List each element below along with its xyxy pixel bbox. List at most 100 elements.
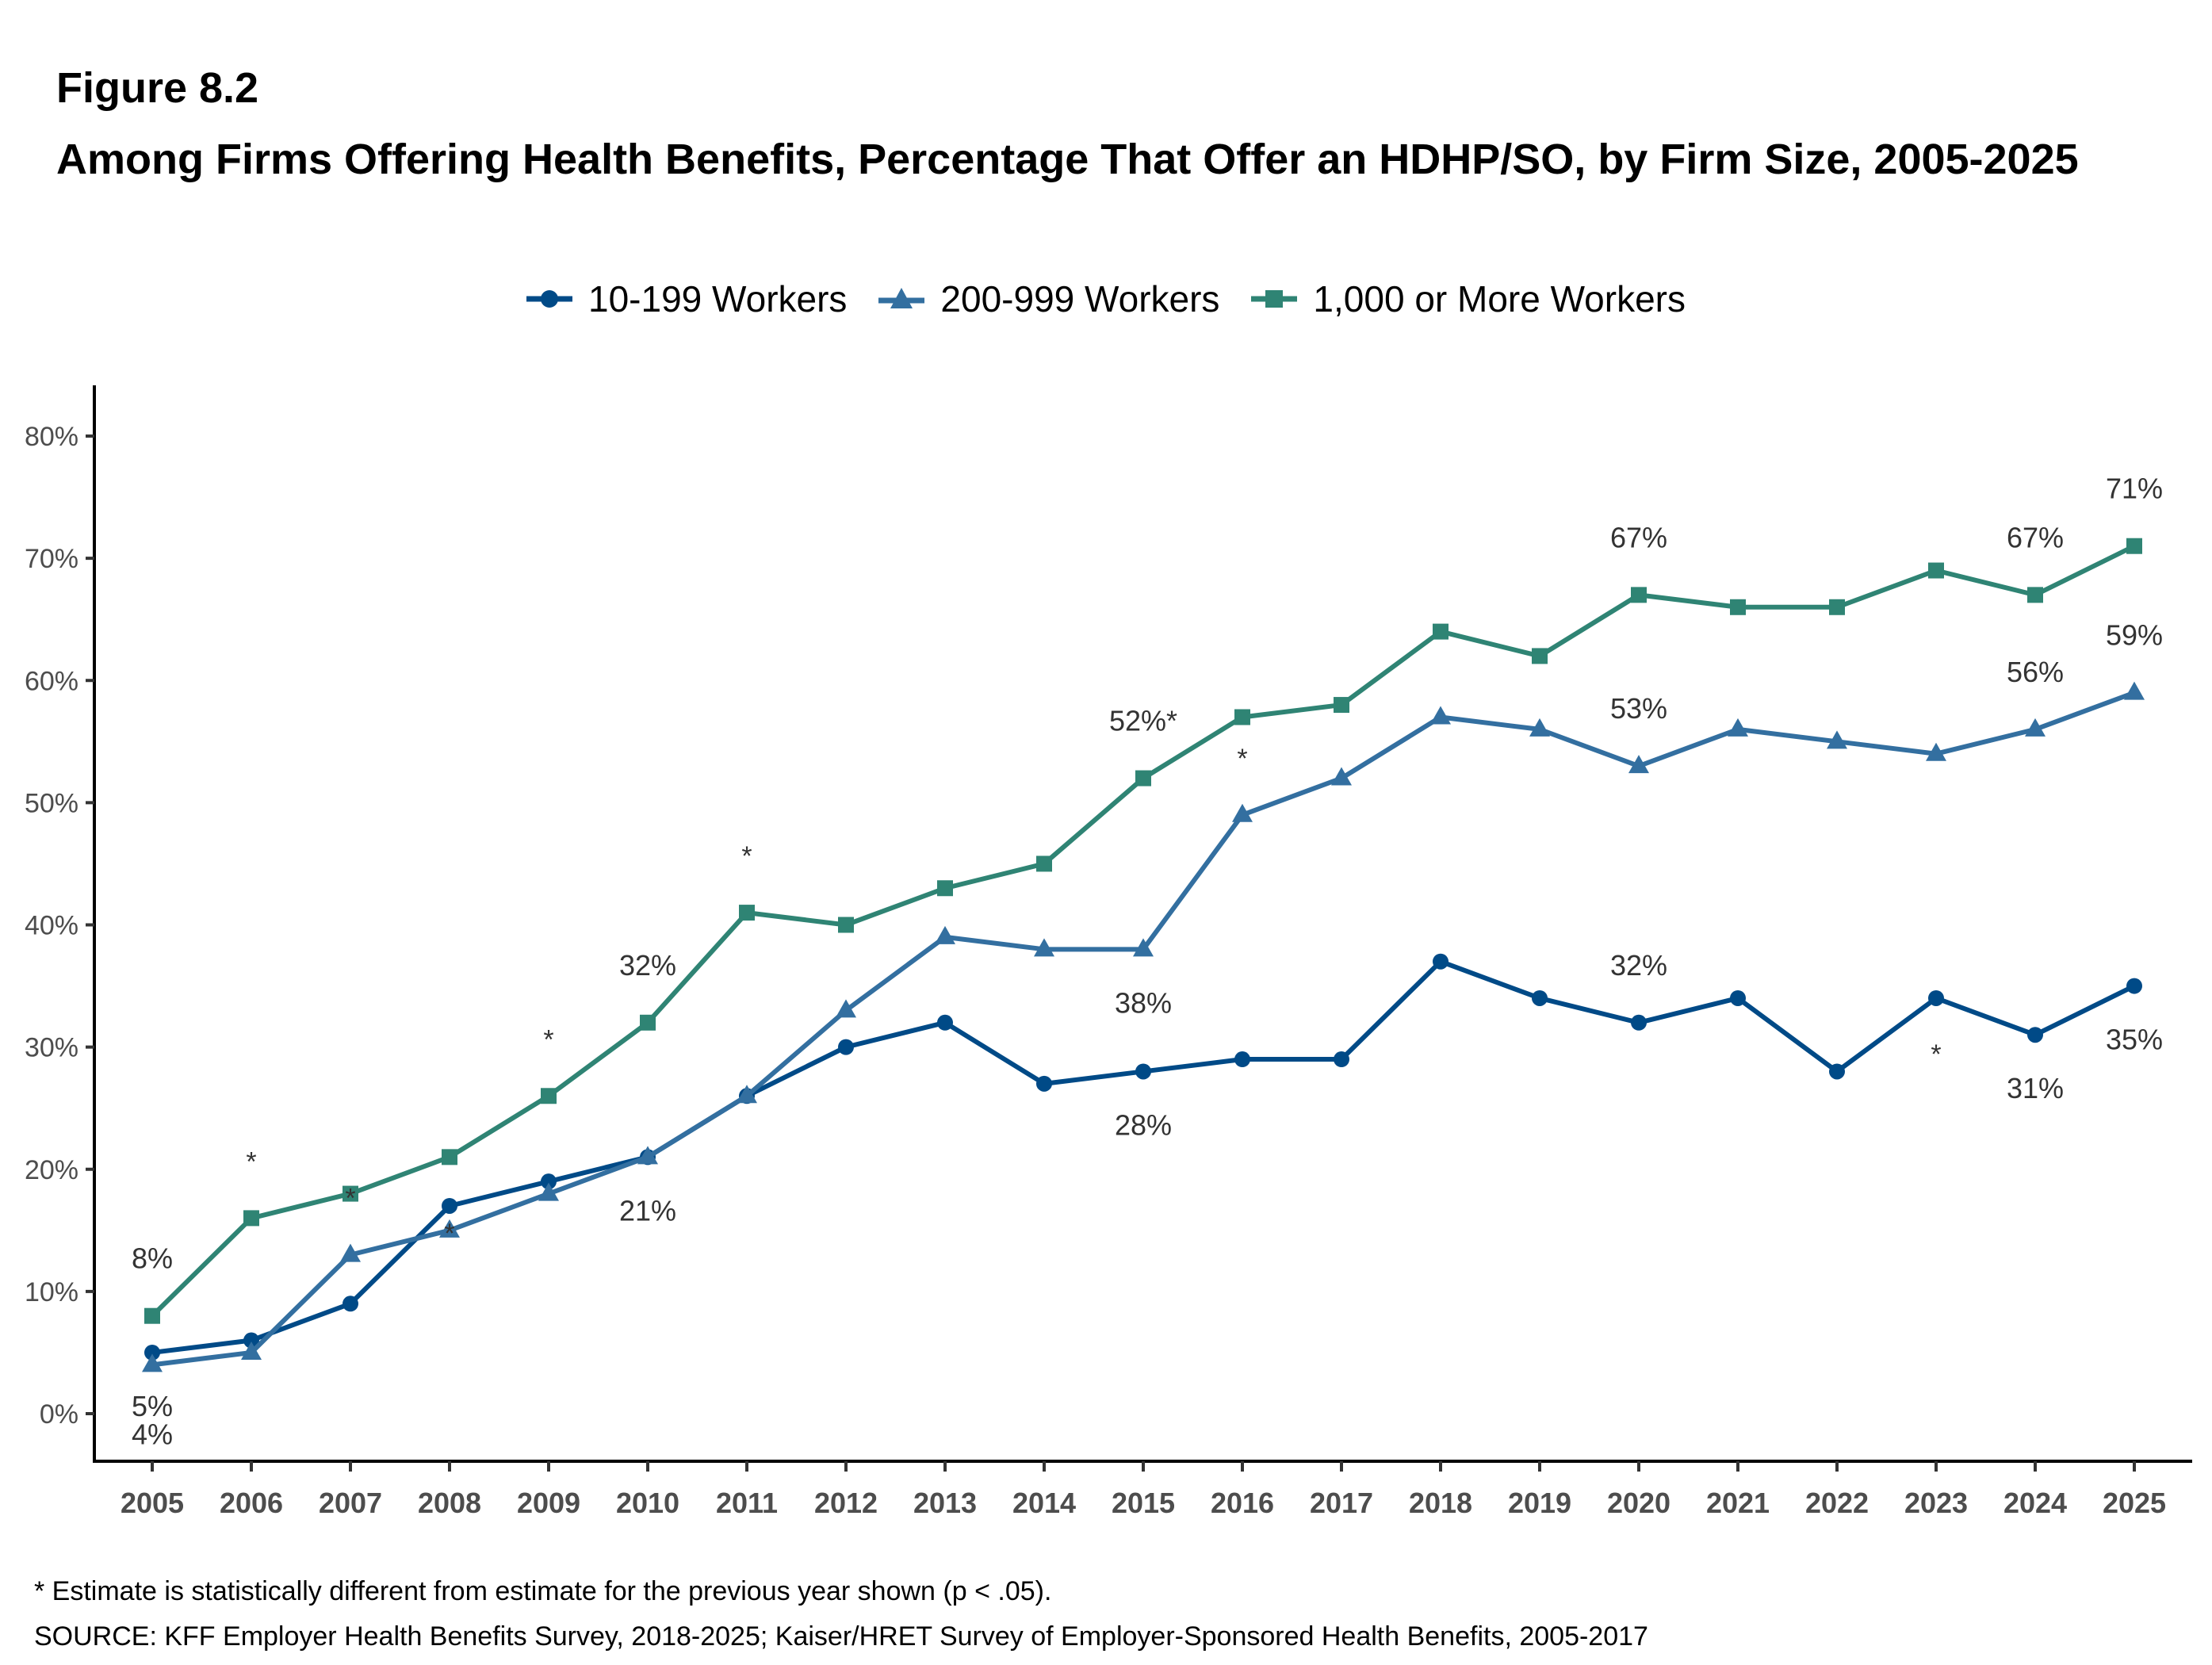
series-line-1 bbox=[151, 690, 2136, 1368]
chart-title: Among Firms Offering Health Benefits, Pe… bbox=[56, 136, 2079, 183]
data-point bbox=[1334, 697, 1349, 714]
data-label: 4% bbox=[132, 1418, 173, 1450]
x-tick-label: 2015 bbox=[1112, 1487, 1175, 1519]
y-tick-label: 20% bbox=[25, 1155, 78, 1185]
data-point bbox=[1730, 989, 1746, 1006]
legend-label: 200-999 Workers bbox=[940, 278, 1220, 320]
x-tick-label: 2009 bbox=[517, 1487, 580, 1519]
x-tick-label: 2006 bbox=[220, 1487, 283, 1519]
data-label: 38% bbox=[1115, 986, 1172, 1019]
y-tick-label: 80% bbox=[25, 422, 78, 452]
data-point bbox=[142, 1353, 163, 1372]
data-point bbox=[442, 1149, 457, 1166]
data-point bbox=[1628, 755, 1649, 774]
x-tick-label: 2010 bbox=[616, 1487, 679, 1519]
data-label: 59% bbox=[2106, 619, 2163, 652]
figure-label: Figure 8.2 bbox=[56, 64, 259, 112]
significance-asterisk: * bbox=[1931, 1039, 1941, 1070]
significance-asterisk: * bbox=[345, 1184, 355, 1214]
x-tick-label: 2021 bbox=[1706, 1487, 1770, 1519]
data-label: 32% bbox=[619, 949, 676, 982]
data-point bbox=[241, 1341, 262, 1360]
legend-label: 1,000 or More Workers bbox=[1313, 278, 1686, 320]
data-point bbox=[144, 1307, 160, 1324]
x-tick-label: 2025 bbox=[2103, 1487, 2166, 1519]
data-point bbox=[1631, 587, 1647, 603]
data-point bbox=[439, 1219, 460, 1238]
data-point bbox=[1135, 1063, 1151, 1080]
x-tick-label: 2017 bbox=[1310, 1487, 1373, 1519]
data-point bbox=[1334, 1051, 1349, 1068]
data-point bbox=[937, 1014, 953, 1031]
data-point bbox=[935, 925, 955, 944]
data-point bbox=[1532, 648, 1548, 664]
legend-item-1000-plus: 1,000 or More Workers bbox=[1251, 278, 1686, 320]
data-point bbox=[640, 1014, 656, 1031]
x-tick-label: 2023 bbox=[1904, 1487, 1968, 1519]
data-point bbox=[442, 1197, 457, 1214]
data-label: 67% bbox=[1610, 521, 1667, 553]
data-point bbox=[1529, 718, 1550, 737]
data-point bbox=[2126, 538, 2142, 554]
legend-key-square-icon bbox=[1251, 290, 1298, 308]
data-point bbox=[2025, 718, 2046, 737]
data-label: 67% bbox=[2007, 521, 2064, 553]
x-tick-label: 2005 bbox=[121, 1487, 184, 1519]
y-tick-label: 40% bbox=[25, 911, 78, 941]
data-point bbox=[243, 1210, 259, 1227]
x-tick-label: 2013 bbox=[913, 1487, 977, 1519]
data-point bbox=[2124, 681, 2145, 700]
y-tick-label: 50% bbox=[25, 788, 78, 818]
legend-item-200-999: 200-999 Workers bbox=[878, 278, 1219, 320]
data-label: 5% bbox=[132, 1390, 173, 1422]
x-tick-label: 2024 bbox=[2003, 1487, 2067, 1519]
data-point bbox=[1631, 1014, 1647, 1031]
y-tick-label: 70% bbox=[25, 544, 78, 574]
legend-key-circle-icon bbox=[526, 290, 573, 308]
data-point bbox=[541, 1088, 557, 1104]
x-tick-label: 2007 bbox=[319, 1487, 382, 1519]
data-point bbox=[1928, 989, 1944, 1006]
data-label: 52%* bbox=[1109, 705, 1177, 737]
data-label: 56% bbox=[2007, 656, 2064, 688]
data-point bbox=[1232, 803, 1253, 822]
data-point bbox=[343, 1296, 358, 1312]
data-point bbox=[2027, 587, 2043, 603]
data-point bbox=[838, 917, 854, 933]
data-point bbox=[1036, 1075, 1052, 1092]
x-tick-label: 2014 bbox=[1012, 1487, 1076, 1519]
data-point bbox=[1234, 709, 1250, 725]
significance-asterisk: * bbox=[246, 1146, 256, 1177]
data-label: 8% bbox=[132, 1242, 173, 1275]
data-point bbox=[1331, 767, 1352, 786]
data-point bbox=[838, 1039, 854, 1055]
data-label: 31% bbox=[2007, 1072, 2064, 1104]
y-tick-label: 30% bbox=[25, 1033, 78, 1063]
data-point bbox=[937, 880, 953, 897]
data-label: 53% bbox=[1610, 692, 1667, 725]
x-tick-label: 2022 bbox=[1805, 1487, 1869, 1519]
data-point bbox=[2126, 978, 2142, 994]
data-point bbox=[1036, 855, 1052, 872]
x-tick-label: 2012 bbox=[814, 1487, 878, 1519]
data-point bbox=[1829, 599, 1845, 615]
y-tick-label: 0% bbox=[40, 1399, 78, 1430]
data-point bbox=[144, 1344, 160, 1361]
significance-asterisk: * bbox=[741, 841, 752, 871]
significance-asterisk: * bbox=[1237, 744, 1247, 774]
data-point bbox=[737, 1085, 757, 1104]
x-tick-label: 2008 bbox=[418, 1487, 481, 1519]
data-point bbox=[1135, 770, 1151, 787]
x-tick-label: 2019 bbox=[1508, 1487, 1571, 1519]
data-point bbox=[1928, 562, 1944, 579]
footnote-source: SOURCE: KFF Employer Health Benefits Sur… bbox=[34, 1621, 1648, 1652]
significance-asterisk: * bbox=[444, 1219, 454, 1249]
x-tick-label: 2020 bbox=[1607, 1487, 1670, 1519]
data-label: 21% bbox=[619, 1194, 676, 1227]
data-label: 28% bbox=[1115, 1108, 1172, 1141]
data-point bbox=[836, 999, 856, 1018]
data-point bbox=[1133, 938, 1154, 957]
footnote-significance: * Estimate is statistically different fr… bbox=[34, 1576, 1052, 1606]
data-point bbox=[343, 1185, 358, 1202]
